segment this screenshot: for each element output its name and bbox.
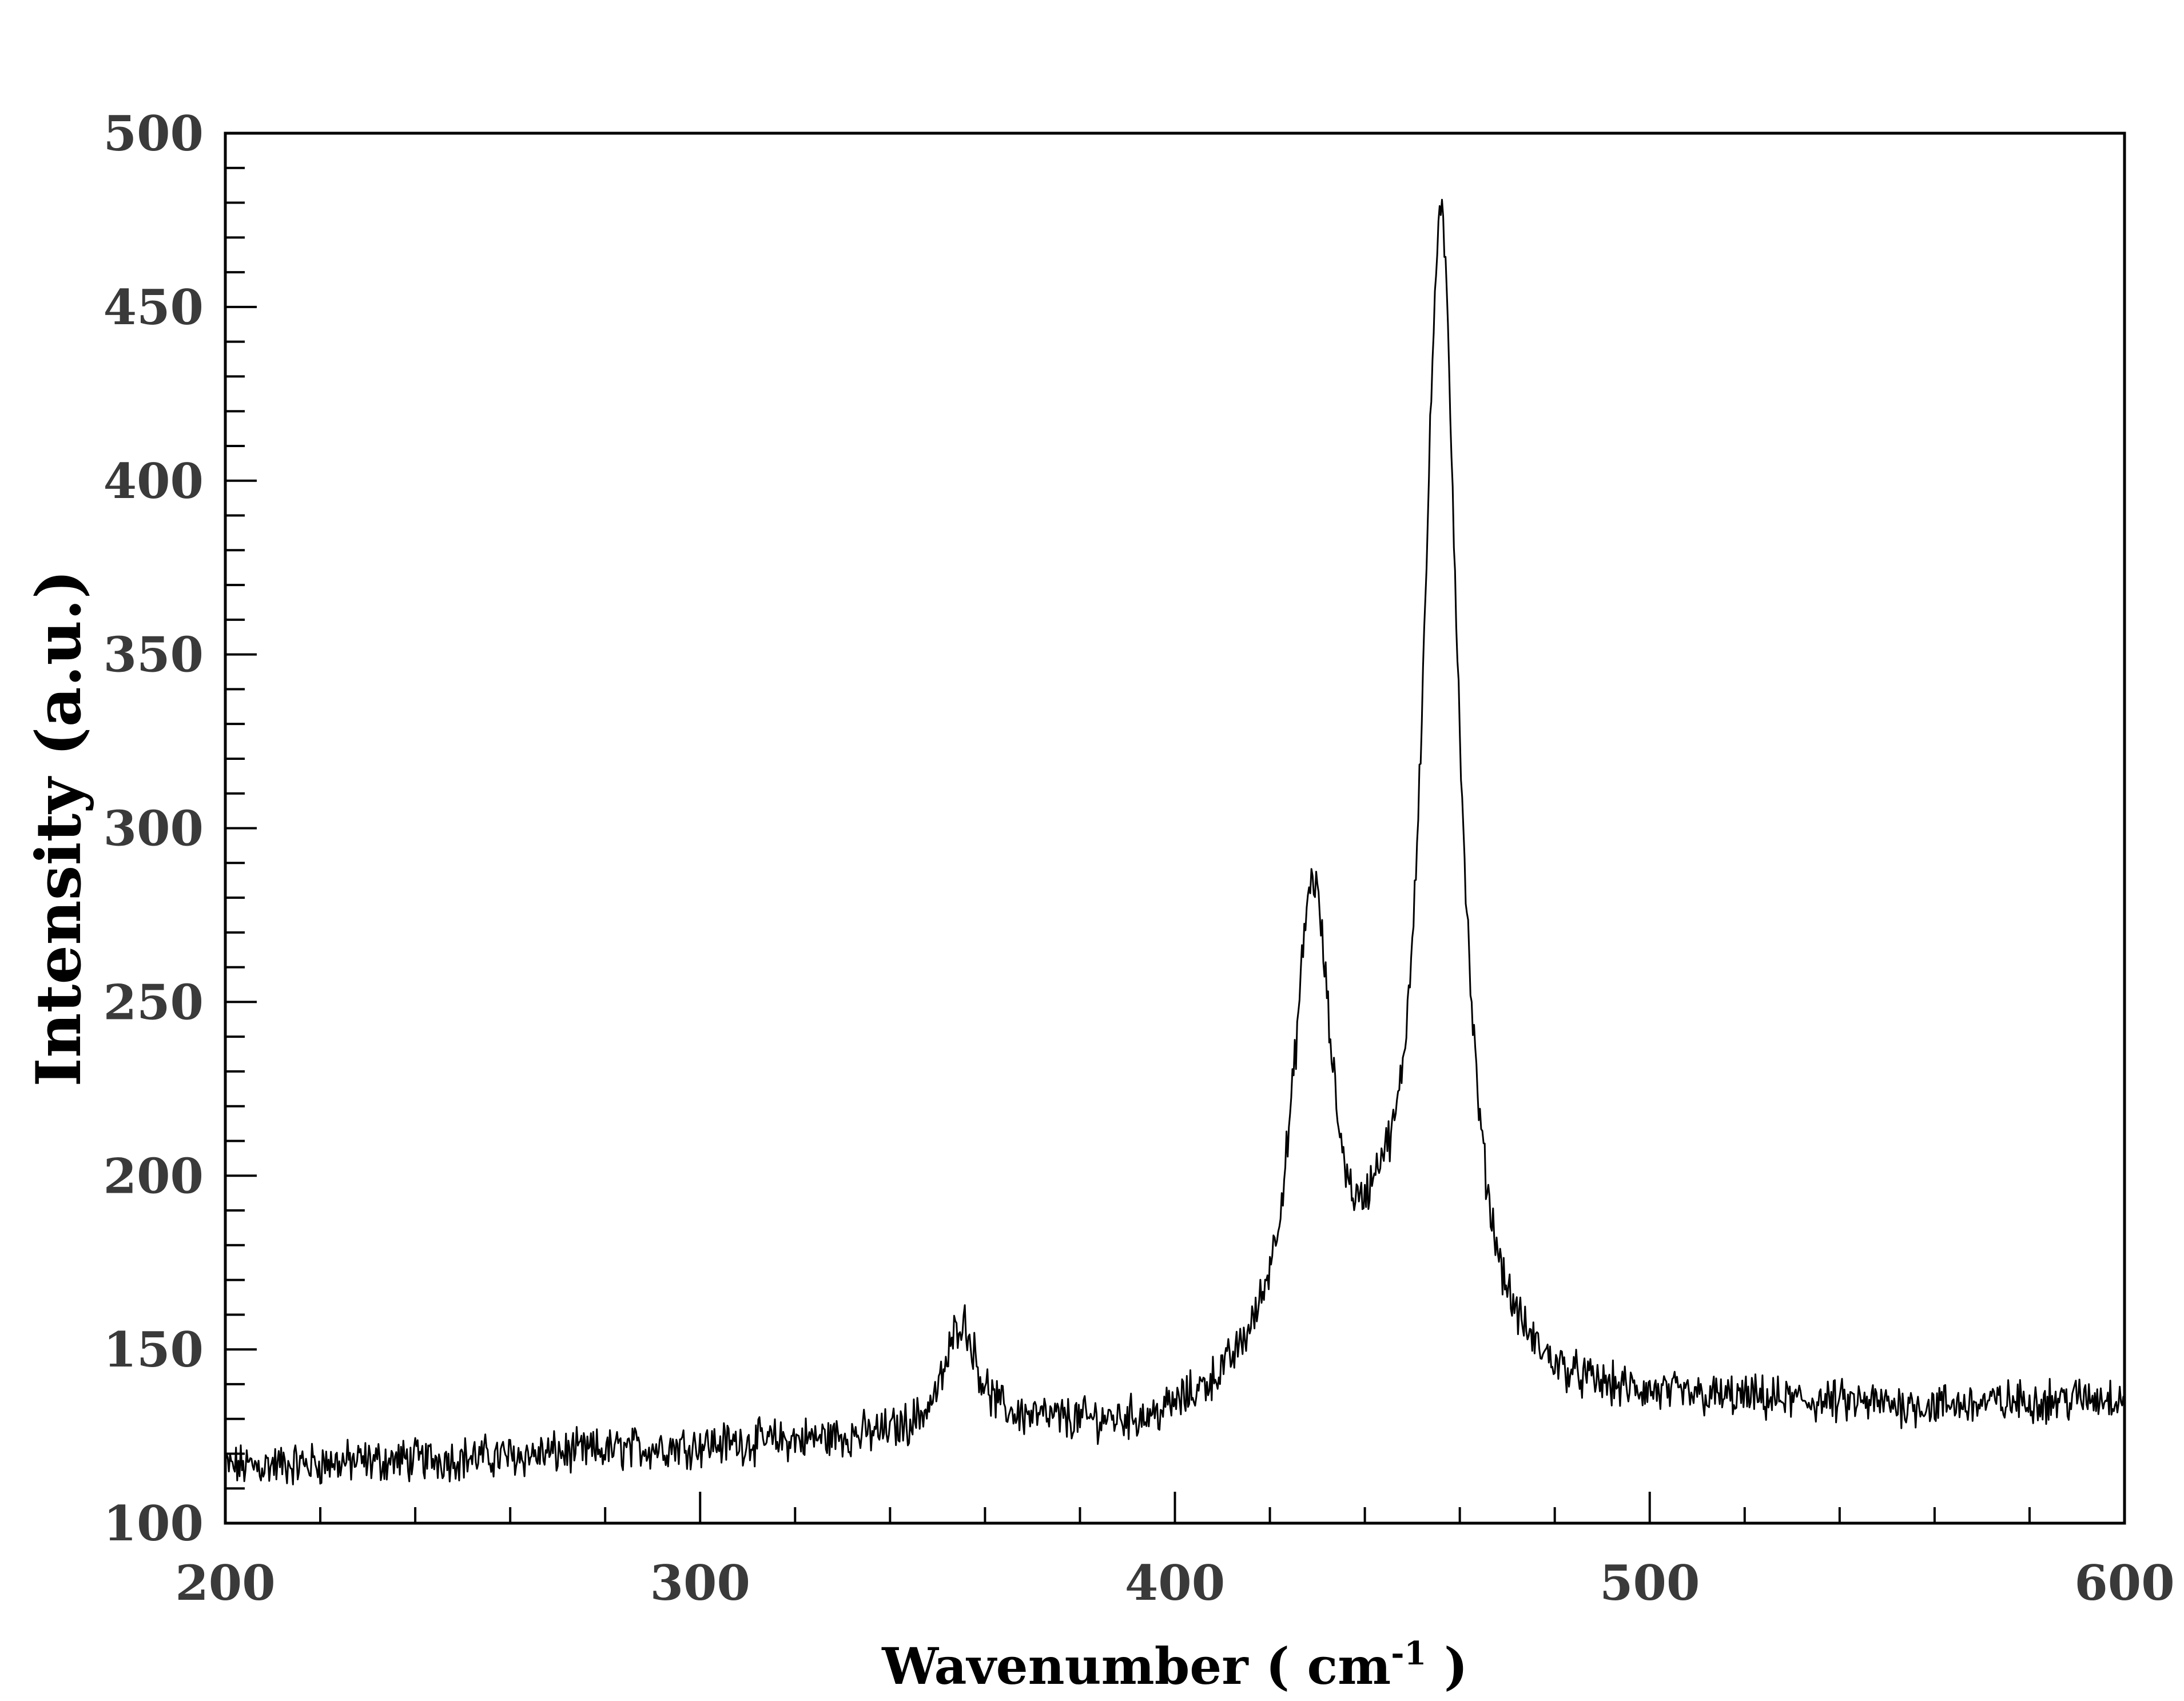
x-axis-title: Wavenumber ( cm-1 ) xyxy=(881,1635,1467,1696)
x-axis-title-superscript: -1 xyxy=(1391,1635,1426,1672)
x-axis-title-end: ) xyxy=(1426,1636,1467,1696)
y-tick-label: 150 xyxy=(104,1321,204,1378)
x-tick-label: 400 xyxy=(1125,1555,1225,1611)
x-tick-label: 600 xyxy=(2074,1555,2174,1611)
y-tick-label: 250 xyxy=(104,974,204,1030)
y-axis-title: Intensity (a.u.) xyxy=(23,569,95,1086)
y-tick-label: 400 xyxy=(104,453,204,509)
y-tick-label: 350 xyxy=(104,627,204,683)
plot-area-frame xyxy=(224,132,2126,1525)
y-tick-label: 500 xyxy=(104,105,204,162)
y-tick-label: 200 xyxy=(104,1148,204,1204)
tick-labels-layer: 200 300 400 500 600 100 150 200 250 300 350 400 450 5… xyxy=(104,105,2175,1611)
y-tick-label: 300 xyxy=(104,800,204,857)
y-tick-label: 100 xyxy=(104,1495,204,1552)
spectrum-line xyxy=(224,198,2126,1485)
x-axis-title-main: Wavenumber ( cm xyxy=(881,1636,1391,1696)
x-tick-label: 500 xyxy=(1600,1555,1700,1611)
x-tick-label: 300 xyxy=(650,1555,750,1611)
y-tick-label: 450 xyxy=(104,279,204,336)
x-tick-label: 200 xyxy=(175,1555,275,1611)
